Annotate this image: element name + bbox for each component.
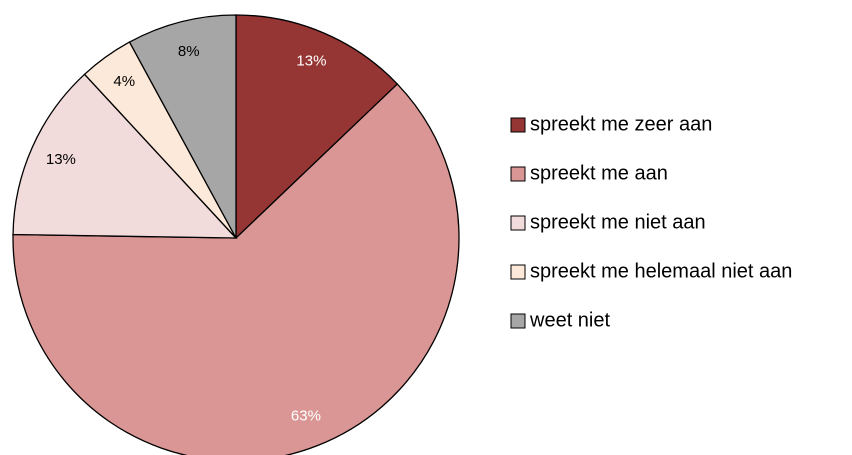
legend-label: spreekt me niet aan bbox=[530, 211, 706, 233]
pie-slice bbox=[128, 14, 237, 239]
pie-slice bbox=[12, 73, 238, 239]
data-label: 8% bbox=[178, 43, 200, 60]
legend-swatch bbox=[510, 215, 526, 231]
legend-swatch bbox=[510, 313, 526, 329]
legend-label: spreekt me helemaal niet aan bbox=[530, 260, 792, 282]
data-label: 63% bbox=[291, 408, 321, 425]
legend-label: spreekt me zeer aan bbox=[530, 113, 712, 135]
data-label: 13% bbox=[46, 151, 76, 168]
data-label: 4% bbox=[113, 73, 135, 90]
legend-swatch bbox=[510, 166, 526, 182]
data-label: 13% bbox=[296, 53, 326, 70]
legend-label: weet niet bbox=[529, 309, 610, 331]
legend-swatch bbox=[510, 117, 526, 133]
pie-slice bbox=[12, 83, 460, 455]
legend-swatch bbox=[510, 264, 526, 280]
pie-slice bbox=[235, 14, 399, 240]
legend-label: spreekt me aan bbox=[530, 162, 668, 184]
